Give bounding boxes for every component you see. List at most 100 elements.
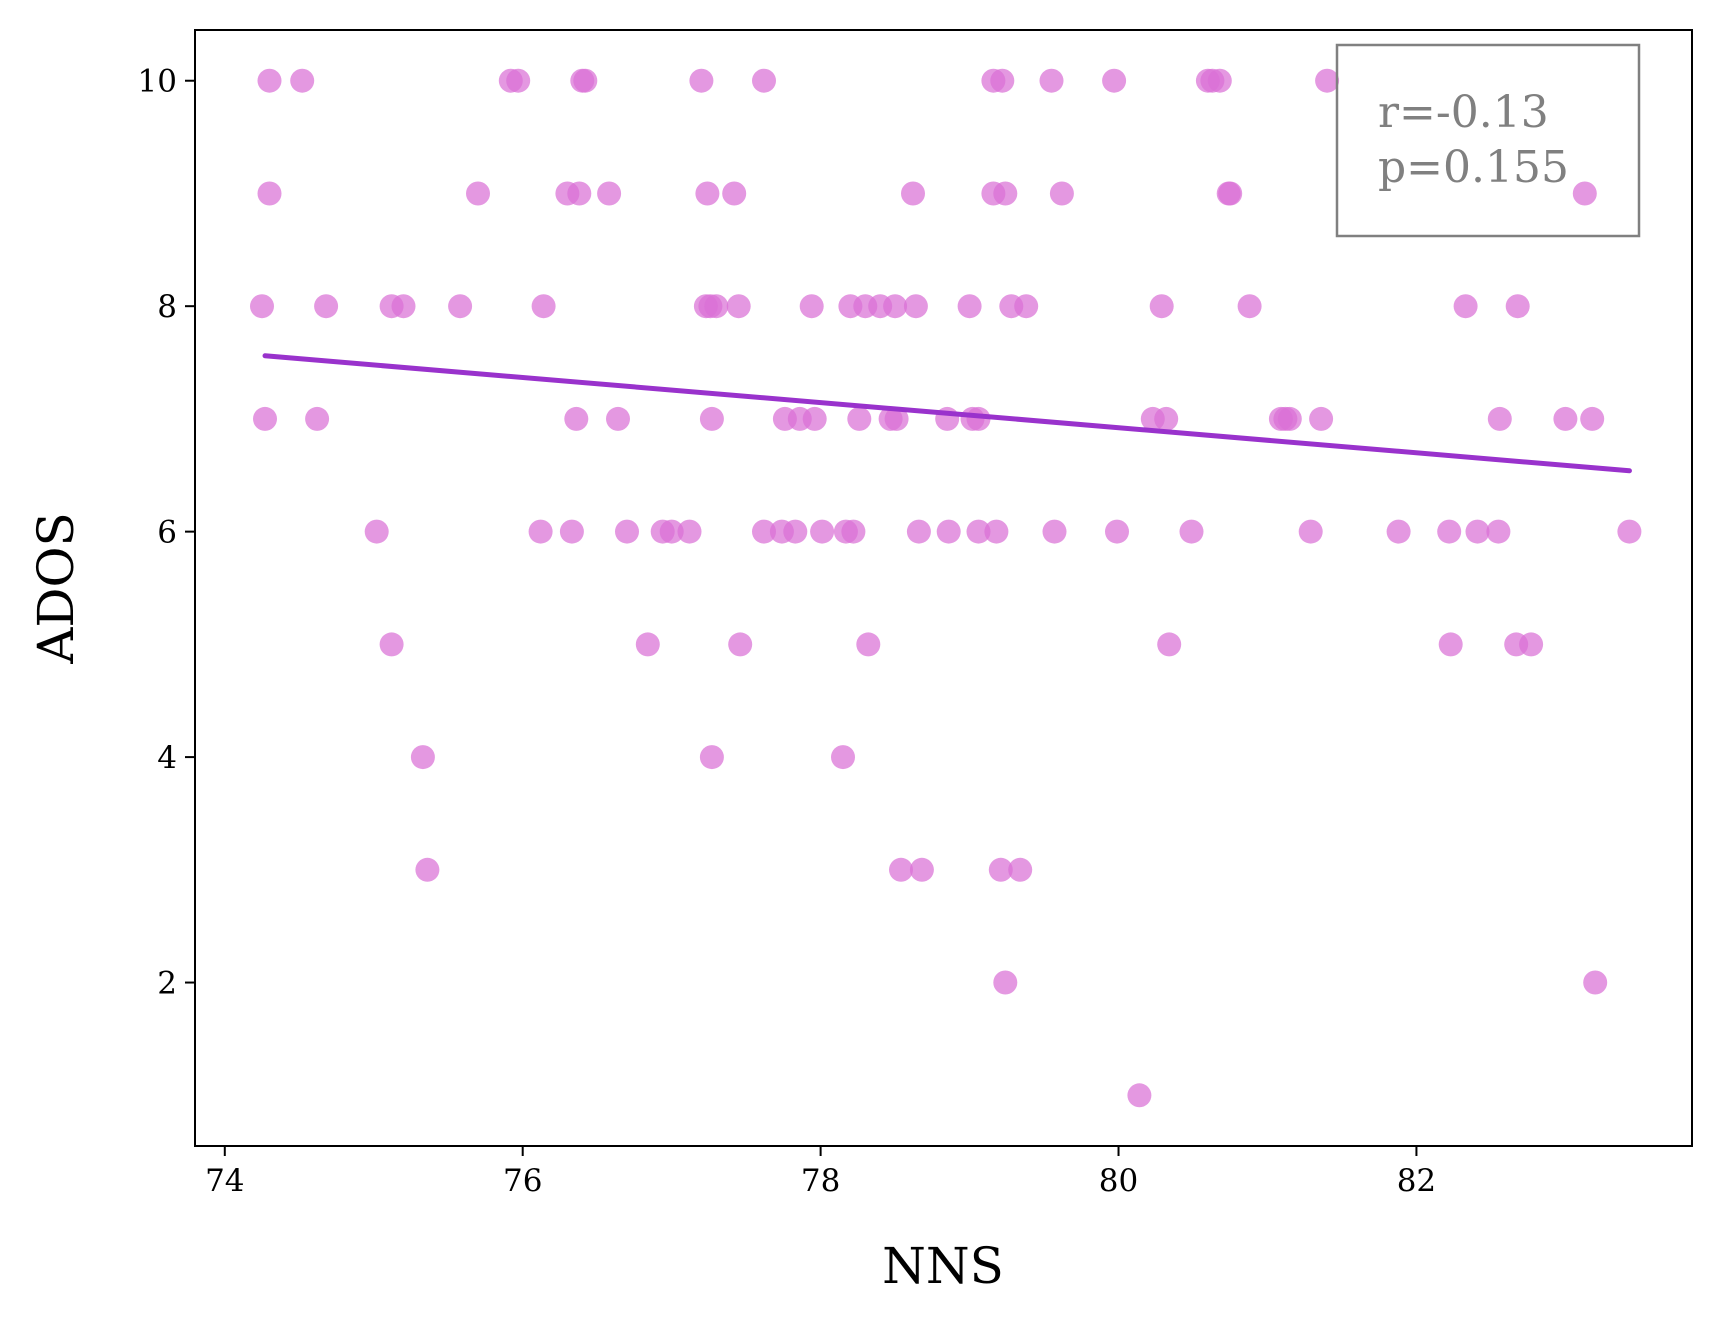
data-point xyxy=(1218,181,1243,206)
data-point xyxy=(1105,519,1129,544)
stats-p-value: p=0.155 xyxy=(1378,142,1569,193)
data-point xyxy=(1039,68,1064,93)
data-point xyxy=(257,181,282,206)
data-point xyxy=(1014,294,1039,319)
data-point xyxy=(752,68,776,93)
data-point xyxy=(253,406,277,431)
data-point xyxy=(364,519,389,544)
data-point xyxy=(993,970,1018,995)
points-layer xyxy=(250,68,1642,1108)
data-point xyxy=(847,406,872,431)
data-point xyxy=(1437,519,1462,544)
data-point xyxy=(250,294,274,319)
data-point xyxy=(597,181,622,206)
data-point xyxy=(695,181,720,206)
y-tick-label: 2 xyxy=(157,966,177,1002)
x-tick-label: 76 xyxy=(503,1163,542,1199)
x-tick-label: 80 xyxy=(1099,1163,1138,1199)
data-point xyxy=(1042,519,1067,544)
x-axis-ticks: 74 76 78 80 82 xyxy=(205,1146,1436,1199)
data-point xyxy=(1237,294,1262,319)
data-point xyxy=(936,519,961,544)
data-point xyxy=(1127,1083,1152,1108)
y-axis-label: ADOS xyxy=(27,512,85,664)
data-point xyxy=(564,406,589,431)
data-point xyxy=(1102,68,1127,93)
data-point xyxy=(831,745,855,770)
data-point xyxy=(528,519,553,544)
data-point xyxy=(257,68,282,93)
data-point xyxy=(615,519,639,544)
data-point xyxy=(889,857,913,882)
data-point xyxy=(903,294,928,319)
data-point xyxy=(728,632,753,657)
data-point xyxy=(1438,632,1463,657)
data-point xyxy=(1519,632,1544,657)
data-point xyxy=(290,68,315,93)
x-tick-label: 82 xyxy=(1397,1163,1436,1199)
data-point xyxy=(957,294,982,319)
data-point xyxy=(909,857,934,882)
data-point xyxy=(677,519,702,544)
data-point xyxy=(1553,406,1578,431)
data-point xyxy=(314,294,339,319)
data-point xyxy=(391,294,416,319)
data-point xyxy=(884,406,909,431)
data-point xyxy=(726,294,751,319)
data-point xyxy=(659,519,684,544)
plot-area-frame xyxy=(194,29,1693,1147)
y-tick-label: 10 xyxy=(138,64,177,100)
x-tick-label: 78 xyxy=(801,1163,840,1199)
y-tick-label: 6 xyxy=(157,515,177,551)
fit-line-layer xyxy=(262,353,1632,474)
y-tick-label: 8 xyxy=(157,289,177,325)
data-point xyxy=(752,519,776,544)
data-point xyxy=(1583,970,1608,995)
data-point xyxy=(1008,857,1033,882)
data-point xyxy=(1207,68,1232,93)
data-point xyxy=(901,181,925,206)
data-point xyxy=(722,181,747,206)
stats-r-value: r=-0.13 xyxy=(1378,87,1549,138)
data-point xyxy=(573,68,598,93)
data-point xyxy=(635,632,660,657)
data-point xyxy=(506,68,531,93)
data-point xyxy=(988,857,1013,882)
data-point xyxy=(379,632,404,657)
data-point xyxy=(1386,519,1411,544)
data-point xyxy=(1315,68,1340,93)
data-point xyxy=(1049,181,1074,206)
data-point xyxy=(906,519,931,544)
x-axis-label: NNS xyxy=(882,1237,1004,1295)
data-point xyxy=(606,406,630,431)
stats-annotation-frame xyxy=(1335,43,1641,238)
data-point xyxy=(1157,632,1182,657)
data-point xyxy=(1617,519,1642,544)
data-point xyxy=(689,68,714,93)
data-point xyxy=(1580,406,1605,431)
data-point xyxy=(559,519,584,544)
data-point xyxy=(1465,519,1490,544)
data-point xyxy=(305,406,330,431)
y-axis-ticks: 2 4 6 8 10 xyxy=(138,64,195,1002)
data-point xyxy=(448,294,473,319)
data-point xyxy=(783,519,808,544)
data-point xyxy=(699,406,724,431)
x-tick-label: 74 xyxy=(205,1163,244,1199)
data-point xyxy=(1277,406,1302,431)
data-point xyxy=(1505,294,1530,319)
data-point xyxy=(531,294,556,319)
data-point xyxy=(802,406,827,431)
stats-annotation-box: r=-0.13 p=0.155 xyxy=(1335,43,1641,238)
data-point xyxy=(1179,519,1204,544)
data-point xyxy=(567,181,592,206)
data-point xyxy=(1487,406,1512,431)
data-point xyxy=(799,294,824,319)
data-point xyxy=(990,68,1015,93)
data-point xyxy=(1453,294,1478,319)
data-point xyxy=(1154,406,1179,431)
data-point xyxy=(1149,294,1174,319)
data-point xyxy=(883,294,908,319)
data-point xyxy=(1309,406,1334,431)
